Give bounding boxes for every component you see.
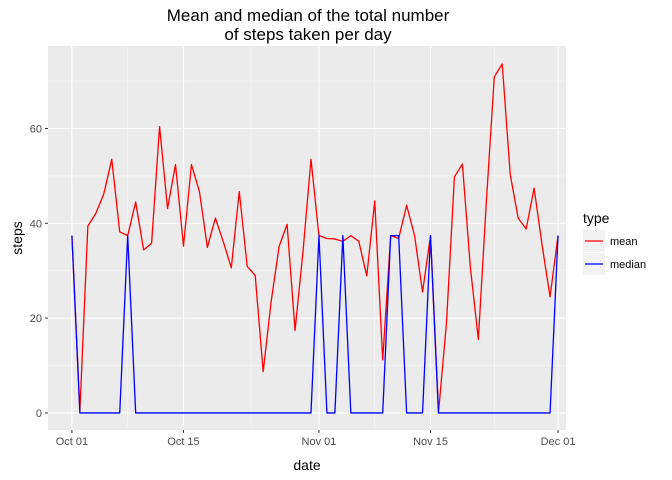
chart-title-line1: Mean and median of the total number xyxy=(167,6,450,25)
y-axis-title: steps xyxy=(9,221,25,254)
y-tick-label: 20 xyxy=(30,313,42,325)
plot-panel xyxy=(48,46,566,430)
series-line-median xyxy=(71,234,559,414)
y-tick-label: 60 xyxy=(30,123,42,135)
y-tick-label: 40 xyxy=(30,218,42,230)
series-lines xyxy=(71,63,559,414)
x-tick-label: Oct 01 xyxy=(56,436,88,448)
legend-label-median: median xyxy=(610,259,646,271)
x-tick-label: Dec 01 xyxy=(541,436,576,448)
chart-title-line2: of steps taken per day xyxy=(224,25,392,44)
series-line-mean xyxy=(71,63,559,414)
legend: type mean median xyxy=(583,210,646,275)
y-tick-label: 0 xyxy=(36,408,42,420)
legend-label-mean: mean xyxy=(610,236,638,248)
x-tick-label: Nov 15 xyxy=(413,436,448,448)
x-axis: Oct 01 Oct 15 Nov 01 Nov 15 Dec 01 xyxy=(56,430,576,448)
x-tick-label: Nov 01 xyxy=(302,436,337,448)
y-axis: 0 20 40 60 xyxy=(30,123,48,420)
x-axis-title: date xyxy=(293,457,320,473)
legend-title: type xyxy=(583,210,610,226)
x-tick-label: Oct 15 xyxy=(167,436,199,448)
